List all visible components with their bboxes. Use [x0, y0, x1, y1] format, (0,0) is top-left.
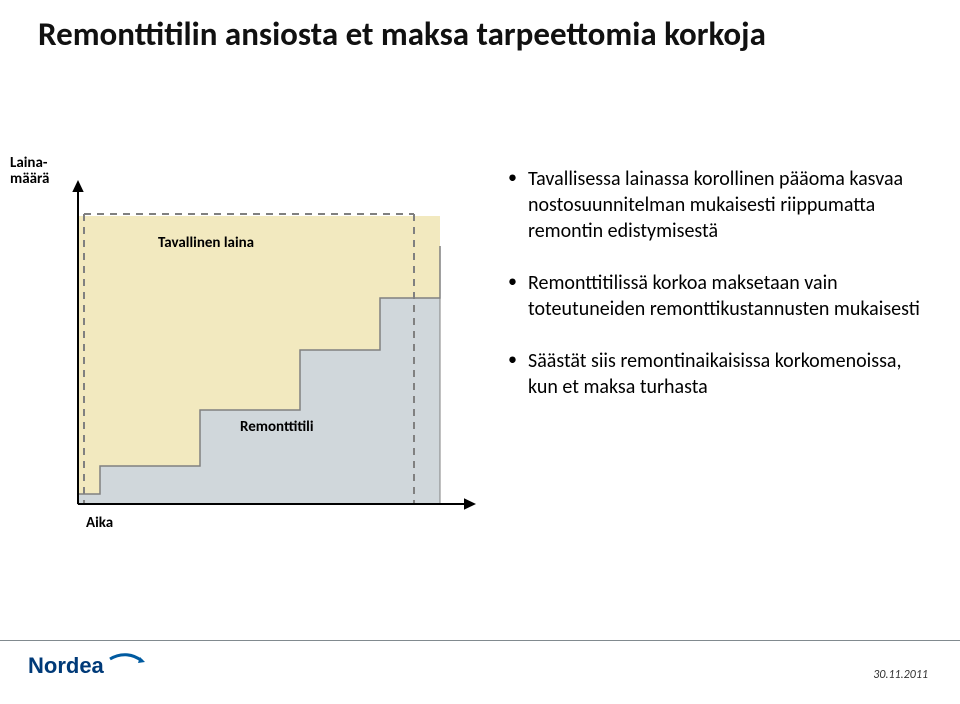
step-chart: Laina-määrä Tavallinen laina Remonttitil…: [10, 178, 480, 538]
page-title: Remonttitilin ansiosta et maksa tarpeett…: [38, 16, 920, 53]
footer-date: 30.11.2011: [873, 668, 928, 682]
lower-series-label: Remonttitili: [240, 418, 314, 436]
upper-series-label: Tavallinen laina: [158, 234, 254, 252]
bullet-item: Säästät siis remontinaikaisissa korkomen…: [504, 348, 930, 400]
footer: Nordea 30.11.2011: [0, 640, 960, 704]
logo: Nordea: [28, 653, 158, 686]
x-axis-label: Aika: [86, 514, 113, 532]
logo-swoosh-icon: [110, 655, 142, 661]
logo-text: Nordea: [28, 653, 105, 678]
bullet-item: Remonttitilissä korkoa maksetaan vain to…: [504, 270, 930, 322]
footer-divider: [0, 640, 960, 641]
bullet-list: Tavallisessa lainassa korollinen pääoma …: [504, 166, 930, 426]
y-axis-label: Laina-määrä: [10, 156, 49, 188]
chart-svg: [10, 178, 480, 538]
bullet-item: Tavallisessa lainassa korollinen pääoma …: [504, 166, 930, 244]
